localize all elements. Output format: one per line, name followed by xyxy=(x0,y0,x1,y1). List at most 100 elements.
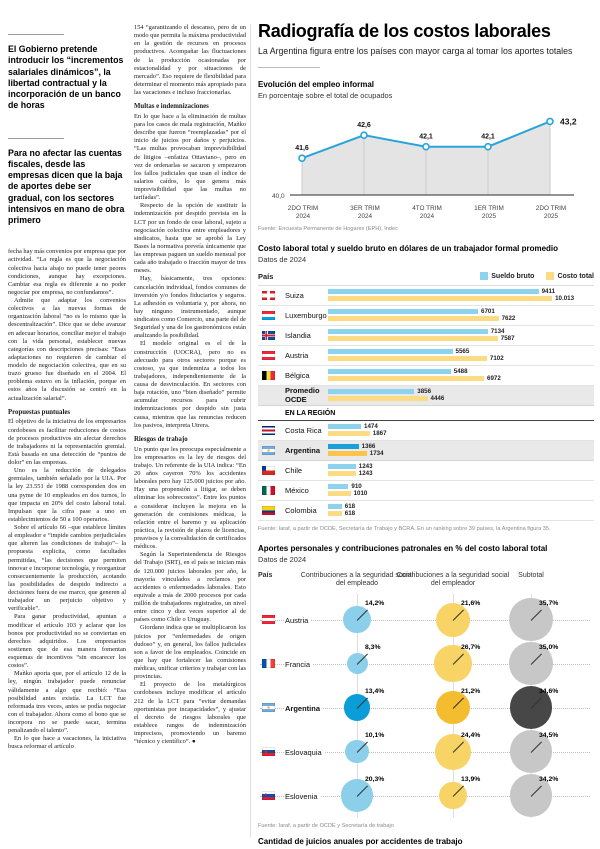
cost-row-suiza: Suiza 9411 10.013 xyxy=(258,286,594,306)
cost-row-austria: Austria 5565 7102 xyxy=(258,346,594,366)
chart-source: Fuente: Encuesta Permanente de Hogares (… xyxy=(258,225,398,232)
flag-mexico-icon xyxy=(262,485,275,495)
paragraph: Mañko aporta que, por el artículo 12 de … xyxy=(8,670,126,735)
bar-sueldo xyxy=(328,349,453,355)
bar-sueldo xyxy=(328,484,349,490)
bar-costo xyxy=(328,316,499,322)
cost-row-belgica: Bélgica 5488 6972 xyxy=(258,366,594,386)
pull-quote-1: El Gobierno pretende introducir los “inc… xyxy=(8,44,124,111)
bubble-row-eslovaquia: Eslovaquia 10,1% 24,4% 34,5% xyxy=(258,730,594,774)
bar-costo xyxy=(328,491,351,497)
bar-costo xyxy=(328,356,487,362)
paragraph: El objetivo de la iniciativa de los empr… xyxy=(8,418,126,467)
chart-subtitle: En porcentaje sobre el total de ocupados xyxy=(258,91,393,101)
labor-cost-chart: Costo laboral total y sueldo bruto en dó… xyxy=(258,244,594,533)
column-header-pais: País xyxy=(258,271,274,281)
pullquote-rule xyxy=(8,34,64,35)
region-divider: EN LA REGIÓN xyxy=(258,406,594,421)
bar-sueldo xyxy=(328,389,415,395)
cost-row-promedio-ocde: Promedio OCDE 3856 4446 xyxy=(258,385,594,406)
paragraph: Hay, básicamente, tres opciones: cancela… xyxy=(134,275,246,340)
bubble-row-francia: Francia 8,3% 26,7% 35,0% xyxy=(258,642,594,686)
flag-luxemburgo-icon xyxy=(262,310,275,320)
svg-text:41,6: 41,6 xyxy=(295,145,309,152)
paragraph: 154 “garantizando el descanso, pero de u… xyxy=(134,24,246,96)
cost-row-colombia: Colombia 618 618 xyxy=(258,501,594,521)
flag-costa-rica-icon xyxy=(262,425,275,435)
article-column-middle: 154 “garantizando el descanso, pero de u… xyxy=(134,24,246,836)
paragraph: Respecto de la opción de sustituir la in… xyxy=(134,202,246,275)
cost-row-chile: Chile 1243 1243 xyxy=(258,461,594,481)
pullquote-rule xyxy=(8,137,64,139)
bar-sueldo xyxy=(328,289,539,295)
chart-title: Evolución del empleo informal xyxy=(258,80,375,90)
x-tick: 3ER TRIM 2024 xyxy=(350,204,380,220)
cost-row-mexico: México 910 1010 xyxy=(258,481,594,501)
column-header-empleado: Contribuciones a la seguridad social del… xyxy=(300,571,414,587)
lawsuits-chart: Cantidad de juicios anuales por accident… xyxy=(258,837,594,849)
chart-subtitle: Datos de 2024 xyxy=(258,555,307,564)
paragraph: fecha hay más convenios por empresa que … xyxy=(8,248,126,296)
paragraph: El proyecto de los metalúrgicos cordobes… xyxy=(134,681,246,746)
bar-sueldo xyxy=(328,444,359,450)
chart-source: Fuente: Iaraf, a partir de OCDE y Secret… xyxy=(258,822,394,829)
bar-costo xyxy=(328,296,553,302)
flag-francia-icon xyxy=(262,658,275,668)
flag-chile-icon xyxy=(262,465,275,475)
flag-austria-icon xyxy=(262,614,275,624)
chart-subtitle: Datos de 2024 xyxy=(258,255,307,265)
cost-row-argentina: Argentina 1366 1734 xyxy=(258,440,594,461)
x-tick: 1ER TRIM 2025 xyxy=(474,204,504,220)
cost-row-luxemburgo: Luxemburgo 6701 7622 xyxy=(258,306,594,326)
flag-colombia-icon xyxy=(262,505,275,515)
paragraph: Admite que adaptar los convenios colecti… xyxy=(8,297,126,402)
bar-costo xyxy=(328,336,498,342)
bar-sueldo xyxy=(328,309,478,315)
bar-sueldo xyxy=(328,464,356,470)
bubble-column-headers: País Contribuciones a la seguridad socia… xyxy=(258,572,594,598)
bar-costo xyxy=(328,431,370,437)
paragraph: El modelo original es el de la construcc… xyxy=(134,340,246,429)
infographic: Radiografía de los costos laborales La A… xyxy=(258,21,594,849)
x-axis-labels: 2DO TRIM 2024 3ER TRIM 2024 4TO TRIM 2024 1… xyxy=(272,205,582,221)
svg-text:42,6: 42,6 xyxy=(357,122,371,129)
cost-row-costa-rica: Costa Rica 1474 1867 xyxy=(258,421,594,441)
chart-legend: Sueldo bruto Costo total xyxy=(480,272,594,281)
paragraph: Uno es la reducción de delegados gremial… xyxy=(8,467,126,523)
line-chart-svg: 41,6 42,6 42,1 42,1 43,2 40,0 xyxy=(272,116,577,200)
flag-eslovaquia-icon xyxy=(262,746,275,756)
column-header-empleador: Contribuciones a la seguridad social del… xyxy=(396,571,510,587)
legend-costo-total: Costo total xyxy=(546,272,594,281)
informal-employment-chart: Evolución del empleo informal En porcent… xyxy=(258,80,594,233)
infographic-subtitle: La Argentina figura entre los países con… xyxy=(258,45,573,56)
bar-sueldo xyxy=(328,329,488,335)
x-tick: 2DO TRIM 2024 xyxy=(287,204,319,220)
x-tick: 4TO TRIM 2024 xyxy=(412,204,442,220)
subhead-multas: Multas e indemnizaciones xyxy=(134,103,209,111)
bar-costo xyxy=(328,511,342,517)
legend-swatch-yellow xyxy=(546,272,555,281)
bar-costo xyxy=(328,376,484,382)
pull-quote-2: Para no afectar las cuentas fiscales, de… xyxy=(8,147,125,226)
bubble-row-eslovenia: Eslovenia 20,3% 13,9% 34,2% xyxy=(258,774,594,818)
article-body: fecha hay más convenios por empresa que … xyxy=(8,248,126,751)
bubble-rows: Austria 14,2% 21,6% 35,7% Francia 8,3% 2… xyxy=(258,593,594,818)
flag-islandia-icon xyxy=(262,330,275,340)
bar-costo xyxy=(328,471,356,477)
flag-eslovenia-icon xyxy=(262,790,275,800)
flag-argentina-icon xyxy=(262,445,275,455)
chart-source: Fuente: Iaraf, a partir de OCDE, Secreta… xyxy=(258,525,551,532)
paragraph: Según la Superintendencia de Riesgos del… xyxy=(134,551,246,624)
svg-text:42,1: 42,1 xyxy=(419,134,433,141)
column-header-subtotal: Subtotal xyxy=(518,571,544,579)
svg-text:40,0: 40,0 xyxy=(272,193,285,200)
chart-title: Costo laboral total y sueldo bruto en dó… xyxy=(258,244,559,254)
column-header-pais: País xyxy=(258,571,273,579)
infographic-title: Radiografía de los costos laborales xyxy=(258,21,551,41)
paragraph: Giordano indica que se multiplicaron los… xyxy=(134,624,246,681)
chart-title: Cantidad de juicios anuales por accident… xyxy=(258,836,463,846)
flag-austria-icon xyxy=(262,350,275,360)
bar-sueldo xyxy=(328,369,451,375)
bar-costo xyxy=(328,396,428,402)
svg-text:43,2: 43,2 xyxy=(560,116,577,126)
